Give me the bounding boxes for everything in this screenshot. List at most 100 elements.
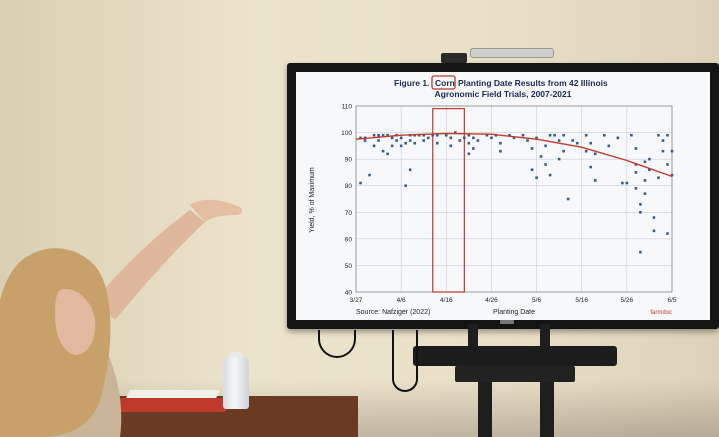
data-point — [467, 133, 471, 137]
data-point — [408, 168, 412, 172]
cable-left — [392, 330, 418, 392]
data-point — [639, 210, 642, 214]
x-tick-label: 4/26 — [485, 297, 498, 304]
data-point — [467, 141, 471, 145]
data-point — [359, 181, 362, 185]
data-point — [467, 152, 471, 156]
y-tick-label: 90 — [345, 157, 353, 164]
data-point — [408, 139, 412, 142]
presenter-hair — [0, 248, 111, 437]
data-point — [630, 133, 633, 137]
data-point — [548, 133, 552, 137]
april-16-highlight-window — [432, 108, 465, 293]
data-point — [449, 136, 453, 140]
data-point — [593, 152, 597, 156]
y-tick-label: 50 — [345, 263, 353, 270]
data-point — [404, 184, 407, 188]
data-point — [657, 176, 660, 180]
data-point — [454, 131, 457, 134]
data-point — [634, 171, 638, 174]
data-point — [602, 133, 606, 137]
data-point — [390, 144, 394, 148]
data-point — [670, 149, 674, 153]
data-point — [652, 216, 656, 219]
data-point — [526, 139, 529, 142]
data-point — [485, 133, 489, 137]
data-point — [566, 197, 570, 201]
y-axis-label: Yield, % of Maximum — [309, 167, 316, 233]
data-point — [553, 133, 556, 137]
data-point — [593, 179, 597, 182]
data-point — [512, 136, 516, 140]
data-point — [381, 149, 385, 153]
y-tick-label: 80 — [345, 183, 353, 190]
cable-loop — [318, 330, 356, 358]
data-point — [535, 136, 538, 140]
data-point — [413, 141, 416, 145]
data-point — [490, 136, 493, 140]
brand-logo: farmdoc — [650, 310, 672, 316]
data-point — [535, 176, 538, 180]
x-tick-label: 5/6 — [532, 297, 541, 304]
data-point — [472, 147, 475, 150]
data-point — [634, 187, 638, 190]
data-point — [431, 133, 435, 137]
data-point — [625, 181, 629, 185]
stand-leg-left — [468, 324, 478, 354]
data-point — [648, 157, 651, 161]
data-point — [381, 133, 385, 137]
data-point — [377, 133, 380, 137]
data-point — [422, 139, 426, 142]
data-point — [435, 141, 439, 145]
data-point — [377, 139, 380, 142]
chart-subtitle: Agronomic Field Trials, 2007-2021 — [434, 89, 571, 99]
data-point — [589, 141, 593, 145]
data-point — [404, 141, 407, 145]
tv-screen: Figure 1. Corn Planting Date Results fro… — [296, 72, 710, 320]
stand-pole-left — [478, 382, 492, 437]
data-point — [508, 133, 511, 137]
corn-highlight-box — [431, 75, 456, 90]
data-point — [521, 133, 525, 137]
chart-title-rest: Planting Date Results from 42 Illinois — [458, 78, 608, 88]
data-point — [616, 136, 620, 140]
data-point — [372, 133, 376, 137]
data-point — [639, 250, 642, 254]
water-bottle — [223, 357, 249, 409]
data-point — [417, 133, 421, 137]
soundbar — [413, 346, 617, 366]
x-tick-label: 5/16 — [575, 297, 588, 304]
data-point — [557, 157, 561, 161]
tv-brand-logo — [500, 320, 514, 324]
data-point — [499, 149, 502, 153]
stand-pole-right — [540, 382, 554, 437]
data-point — [639, 203, 642, 206]
data-point — [562, 149, 565, 153]
x-tick-label: 4/16 — [440, 297, 453, 304]
data-points — [359, 131, 674, 254]
data-point — [634, 163, 638, 166]
x-tick-label: 4/6 — [397, 297, 406, 304]
data-point — [571, 139, 574, 142]
data-point — [661, 139, 665, 142]
data-point — [359, 136, 362, 140]
data-point — [499, 141, 502, 145]
data-point — [562, 133, 565, 137]
y-axis-ticks: 40 50 60 70 80 90 100 110 — [341, 104, 352, 297]
y-tick-label: 40 — [345, 290, 353, 297]
data-point — [390, 136, 394, 140]
x-tick-label: 3/27 — [350, 297, 363, 304]
bottle-cap — [229, 352, 243, 359]
data-point — [463, 136, 466, 140]
data-point — [426, 136, 430, 140]
data-point — [399, 144, 403, 148]
data-point — [589, 165, 593, 169]
y-tick-label: 110 — [342, 104, 353, 111]
data-point — [648, 168, 651, 172]
data-point — [548, 173, 552, 177]
data-point — [607, 144, 611, 148]
data-point — [657, 133, 660, 137]
data-point — [435, 133, 439, 137]
chart-title-prefix: Figure 1. — [394, 78, 429, 88]
planting-date-chart: Figure 1. Corn Planting Date Results fro… — [309, 75, 677, 316]
